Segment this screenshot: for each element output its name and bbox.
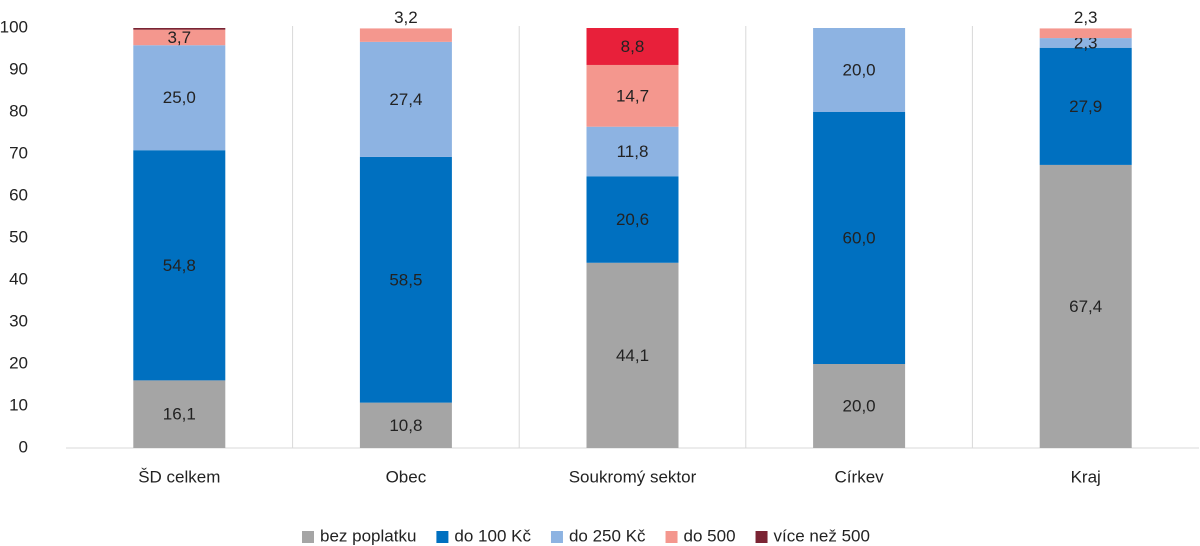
data-label: 20,0 bbox=[843, 60, 876, 79]
bar-segment bbox=[1039, 38, 1132, 48]
legend-swatch bbox=[436, 531, 449, 543]
legend-swatch bbox=[755, 531, 768, 543]
bar-segment bbox=[359, 156, 452, 403]
bar-segment bbox=[133, 380, 226, 448]
data-label: 10,8 bbox=[389, 416, 422, 435]
data-label: 60,0 bbox=[843, 228, 876, 247]
x-tick-label: ŠD celkem bbox=[138, 467, 220, 486]
data-label: 3,7 bbox=[167, 28, 191, 47]
data-label: 14,7 bbox=[616, 86, 649, 105]
data-label: 3,2 bbox=[394, 8, 418, 27]
bar-segment bbox=[586, 28, 679, 65]
bar-segment bbox=[133, 150, 226, 381]
bar-segment bbox=[813, 28, 906, 112]
legend-label: do 500 bbox=[684, 526, 736, 545]
bar-segment bbox=[359, 402, 452, 448]
x-tick-label: Obec bbox=[386, 467, 427, 486]
legend-label: více než 500 bbox=[774, 526, 870, 545]
data-label: 2,3 bbox=[1074, 33, 1098, 52]
data-label: 27,4 bbox=[389, 90, 422, 109]
data-label: 58,5 bbox=[389, 270, 422, 289]
y-tick-label: 20 bbox=[9, 353, 28, 372]
y-tick-label: 100 bbox=[0, 17, 28, 36]
bar-segment bbox=[813, 364, 906, 448]
data-label: 16,1 bbox=[163, 405, 196, 424]
bar-segment bbox=[133, 45, 226, 151]
bar-segment bbox=[586, 176, 679, 263]
data-label: 44,1 bbox=[616, 346, 649, 365]
legend-swatch bbox=[302, 531, 314, 543]
data-label: 25,0 bbox=[163, 88, 196, 107]
data-label: 2,3 bbox=[1074, 8, 1098, 27]
data-label: 20,0 bbox=[843, 396, 876, 415]
data-label: 20,6 bbox=[616, 210, 649, 229]
bar-segment bbox=[359, 41, 452, 157]
data-label: 27,9 bbox=[1069, 97, 1102, 116]
data-label: 11,8 bbox=[617, 142, 649, 161]
y-tick-label: 50 bbox=[9, 227, 28, 246]
x-tick-label: Církev bbox=[835, 467, 885, 486]
bar-segment bbox=[1039, 47, 1132, 165]
data-label: 54,8 bbox=[163, 256, 196, 275]
x-tick-label: Soukromý sektor bbox=[569, 467, 697, 486]
legend-swatch bbox=[665, 531, 678, 543]
bar-segment bbox=[813, 112, 906, 364]
bar-segment bbox=[586, 126, 679, 177]
legend-label: do 100 Kč bbox=[454, 526, 531, 545]
y-tick-label: 90 bbox=[9, 59, 28, 78]
bar-segment bbox=[1039, 28, 1132, 39]
legend-swatch bbox=[550, 531, 563, 543]
data-label: 8,8 bbox=[621, 37, 645, 56]
data-label: 67,4 bbox=[1069, 297, 1102, 316]
legend-label: do 250 Kč bbox=[569, 526, 646, 545]
y-tick-label: 30 bbox=[9, 311, 28, 330]
y-tick-label: 0 bbox=[19, 437, 28, 456]
bar-segment bbox=[133, 28, 226, 30]
y-tick-label: 80 bbox=[9, 101, 28, 120]
y-tick-label: 40 bbox=[9, 269, 28, 288]
legend-label: bez poplatku bbox=[320, 526, 416, 545]
y-tick-label: 10 bbox=[9, 395, 28, 414]
bar-segment bbox=[359, 28, 452, 42]
bar-segment bbox=[586, 64, 679, 127]
y-tick-label: 60 bbox=[9, 185, 28, 204]
y-tick-label: 70 bbox=[9, 143, 28, 162]
bar-segment bbox=[133, 29, 226, 46]
bar-segment bbox=[586, 262, 679, 448]
bar-segment bbox=[1039, 164, 1132, 449]
x-tick-label: Kraj bbox=[1071, 467, 1101, 486]
